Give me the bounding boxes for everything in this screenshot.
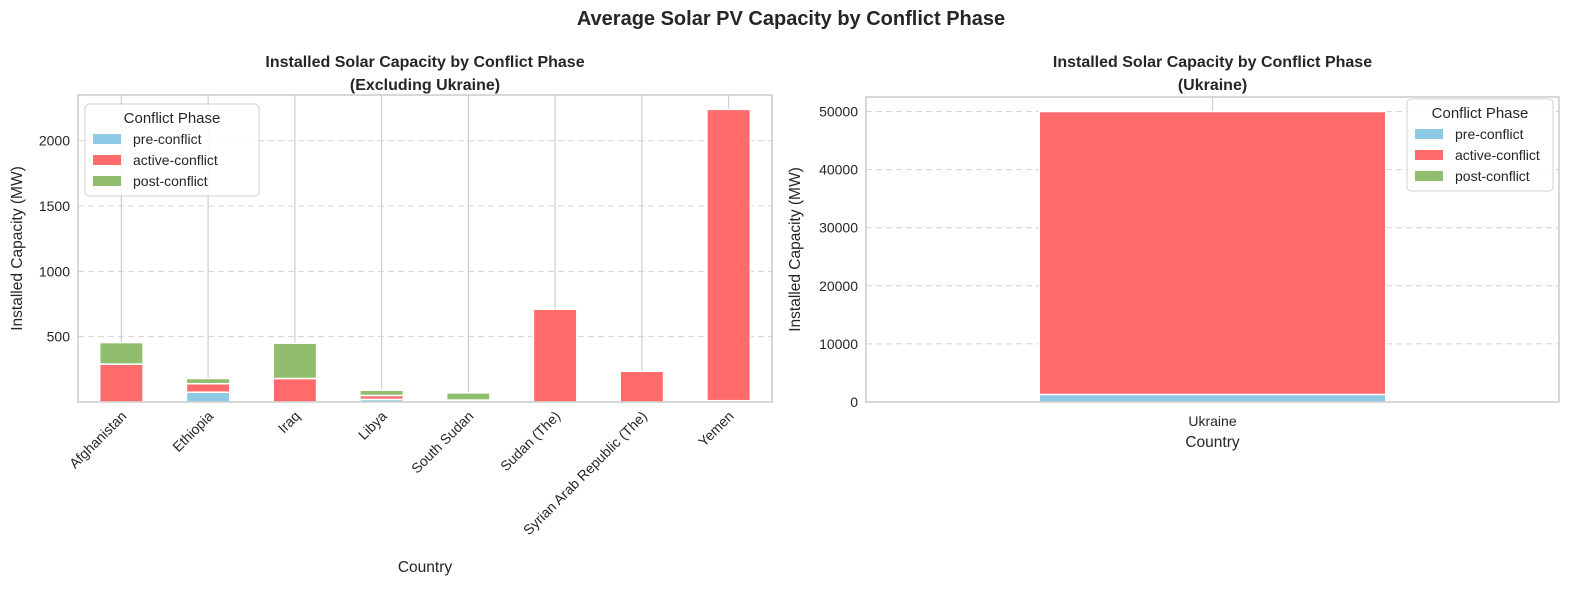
y-tick-label: 1000	[39, 263, 70, 279]
bar-post-conflict-afghanistan	[98, 341, 144, 365]
bar-active-conflict-iraq	[272, 377, 318, 403]
y-axis-label: Installed Capacity (MW)	[787, 167, 804, 332]
bar-post-conflict-iraq	[272, 342, 318, 380]
bar-post-conflict-south-sudan	[445, 392, 491, 401]
y-tick-label: 500	[47, 329, 71, 345]
bar-active-conflict-ukraine	[1038, 110, 1387, 396]
legend-label-active-conflict: active-conflict	[1455, 147, 1540, 163]
axes-frame	[865, 96, 1560, 403]
chart-title-line: (Excluding Ukraine)	[350, 77, 500, 94]
legend-swatch-post-conflict	[1415, 171, 1443, 181]
y-tick-label: 10000	[819, 336, 858, 352]
y-tick-label: 0	[850, 394, 858, 410]
x-tick-label: South Sudan	[408, 408, 477, 477]
x-tick-label: Yemen	[695, 408, 737, 450]
legend-swatch-active-conflict	[93, 155, 121, 165]
chart-title-line: Installed Solar Capacity by Conflict Pha…	[265, 54, 584, 71]
y-tick-label: 1500	[39, 198, 70, 214]
legend-swatch-post-conflict	[93, 176, 121, 186]
x-axis-label: Country	[1185, 434, 1240, 451]
legend: Conflict Phase pre-conflict active-conflic…	[84, 103, 260, 197]
axes-frame	[77, 94, 773, 403]
legend-swatch-pre-conflict	[93, 134, 121, 144]
bar-active-conflict-ethiopia	[185, 382, 231, 393]
chart-title-line: (Ukraine)	[1178, 77, 1247, 94]
legend-label-post-conflict: post-conflict	[133, 173, 208, 189]
x-tick-label: Sudan (The)	[497, 408, 563, 474]
x-tick-label: Ethiopia	[169, 408, 216, 455]
y-tick-label: 20000	[819, 278, 858, 294]
legend-frame	[1406, 98, 1554, 192]
bar-pre-conflict-ukraine	[1038, 393, 1387, 403]
chart-excluding-ukraine: 500 1000 1500 2000 Afghanistan Ethiopia Iraq Li…	[9, 54, 773, 576]
bar-active-conflict-syrian-arab-republic-the	[619, 370, 665, 403]
legend-title: Conflict Phase	[1432, 105, 1529, 122]
bar-active-conflict-sudan-the	[532, 308, 578, 403]
y-tick-label: 30000	[819, 220, 858, 236]
legend-label-active-conflict: active-conflict	[133, 152, 218, 168]
legend-label-pre-conflict: pre-conflict	[1455, 126, 1524, 142]
bar-post-conflict-libya	[359, 389, 405, 397]
legend-title: Conflict Phase	[124, 110, 221, 127]
figure-title: Average Solar PV Capacity by Conflict Ph…	[577, 8, 1005, 30]
y-axis-label: Installed Capacity (MW)	[9, 166, 26, 331]
x-tick-label: Ukraine	[1188, 413, 1236, 429]
legend-swatch-active-conflict	[1415, 150, 1443, 160]
x-axis-label: Country	[398, 559, 453, 576]
x-tick-label: Afghanistan	[66, 408, 130, 472]
legend: Conflict Phase pre-conflict active-conflic…	[1406, 98, 1554, 192]
chart-title-line: Installed Solar Capacity by Conflict Pha…	[1053, 54, 1372, 71]
legend-frame	[84, 103, 260, 197]
legend-label-pre-conflict: pre-conflict	[133, 131, 202, 147]
legend-label-post-conflict: post-conflict	[1455, 168, 1530, 184]
x-tick-label: Libya	[355, 408, 390, 443]
bar-active-conflict-afghanistan	[98, 363, 144, 403]
bar-post-conflict-ethiopia	[185, 377, 231, 385]
x-tick-label: Iraq	[275, 408, 303, 436]
y-tick-label: 40000	[819, 162, 858, 178]
chart-ukraine: 0 10000 20000 30000 40000 50000 Ukraine Install…	[787, 54, 1560, 451]
bar-pre-conflict-ethiopia	[185, 391, 231, 403]
legend-swatch-pre-conflict	[1415, 129, 1443, 139]
y-tick-label: 2000	[39, 133, 70, 149]
y-tick-label: 50000	[819, 104, 858, 120]
bar-active-conflict-yemen	[706, 108, 752, 402]
